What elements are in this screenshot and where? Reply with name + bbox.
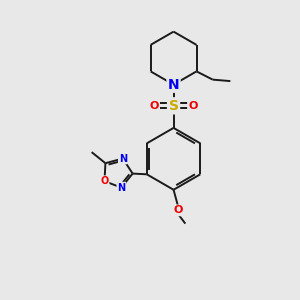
Text: S: S: [169, 99, 178, 113]
Text: N: N: [168, 78, 179, 92]
Text: O: O: [100, 176, 109, 186]
Text: O: O: [188, 101, 197, 111]
Text: N: N: [117, 183, 125, 193]
Text: N: N: [119, 154, 127, 164]
Text: O: O: [150, 101, 159, 111]
Text: N: N: [168, 78, 179, 92]
Text: O: O: [173, 206, 183, 215]
